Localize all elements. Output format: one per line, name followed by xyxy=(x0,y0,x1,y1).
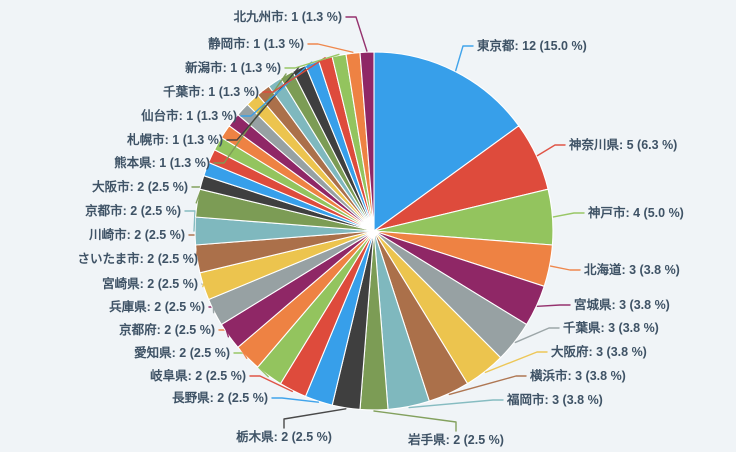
slice-label: 京都市: 2 (2.5 %) xyxy=(85,204,181,218)
slice-label: 宮城県: 3 (3.8 %) xyxy=(574,298,670,312)
label-leader-line xyxy=(448,375,527,396)
slice-label: 大阪市: 2 (2.5 %) xyxy=(92,180,188,194)
label-leader-line xyxy=(536,304,571,308)
slice-label: 長野県: 2 (2.5 %) xyxy=(172,391,268,405)
slice-label: 神奈川県: 5 (6.3 %) xyxy=(569,138,678,152)
label-leader-line xyxy=(536,144,566,157)
slice-label: 愛知県: 2 (2.5 %) xyxy=(134,346,230,360)
slice-label: 川崎市: 2 (2.5 %) xyxy=(89,228,185,242)
slice-label: 栃木県: 2 (2.5 %) xyxy=(236,430,332,444)
label-leader-line xyxy=(549,265,581,271)
slice-label: 千葉市: 1 (1.3 %) xyxy=(163,85,259,99)
label-leader-line xyxy=(307,43,354,53)
slice-label: 福岡市: 3 (3.8 %) xyxy=(507,393,603,407)
slice-label: 兵庫県: 2 (2.5 %) xyxy=(109,300,205,314)
slice-label: さいたま市: 2 (2.5 %) xyxy=(77,252,198,266)
label-leader-line xyxy=(552,212,585,218)
label-leader-line xyxy=(283,408,347,429)
slice-label: 神戸市: 4 (5.0 %) xyxy=(588,206,684,220)
label-leader-line xyxy=(514,327,560,344)
label-leader-line xyxy=(184,210,196,232)
label-leader-line xyxy=(373,410,457,432)
slice-label: 仙台市: 1 (1.3 %) xyxy=(141,109,237,123)
label-leader-line xyxy=(345,16,368,52)
slice-label: 千葉県: 3 (3.8 %) xyxy=(563,321,659,335)
slice-label: 東京都: 12 (15.0 %) xyxy=(477,39,587,53)
pie-slice[interactable] xyxy=(373,51,520,232)
slice-label: 静岡市: 1 (1.3 %) xyxy=(208,37,304,51)
label-leader-line xyxy=(271,397,320,403)
label-leader-line xyxy=(262,57,326,93)
slice-label: 宮崎県: 2 (2.5 %) xyxy=(102,277,198,291)
slice-label: 新潟市: 1 (1.3 %) xyxy=(185,61,281,75)
slice-label: 岐阜県: 2 (2.5 %) xyxy=(150,369,246,383)
slice-label: 熊本県: 1 (1.3 %) xyxy=(114,156,210,170)
slice-label: 横浜市: 3 (3.8 %) xyxy=(530,369,626,383)
label-leader-line xyxy=(484,351,548,374)
slice-label: 岩手県: 2 (2.5 %) xyxy=(408,433,504,447)
slice-label: 大阪府: 3 (3.8 %) xyxy=(551,345,647,359)
slice-label: 北海道: 3 (3.8 %) xyxy=(584,263,680,277)
slice-label: 北九州市: 1 (1.3 %) xyxy=(233,10,342,24)
label-leader-line xyxy=(455,45,474,72)
label-leader-line xyxy=(249,375,293,393)
label-leader-line xyxy=(408,399,504,409)
slice-label: 京都府: 2 (2.5 %) xyxy=(119,323,215,337)
slice-label: 札幌市: 1 (1.3 %) xyxy=(127,133,223,147)
pie-slice[interactable] xyxy=(359,51,375,232)
label-leader-line xyxy=(284,53,340,69)
